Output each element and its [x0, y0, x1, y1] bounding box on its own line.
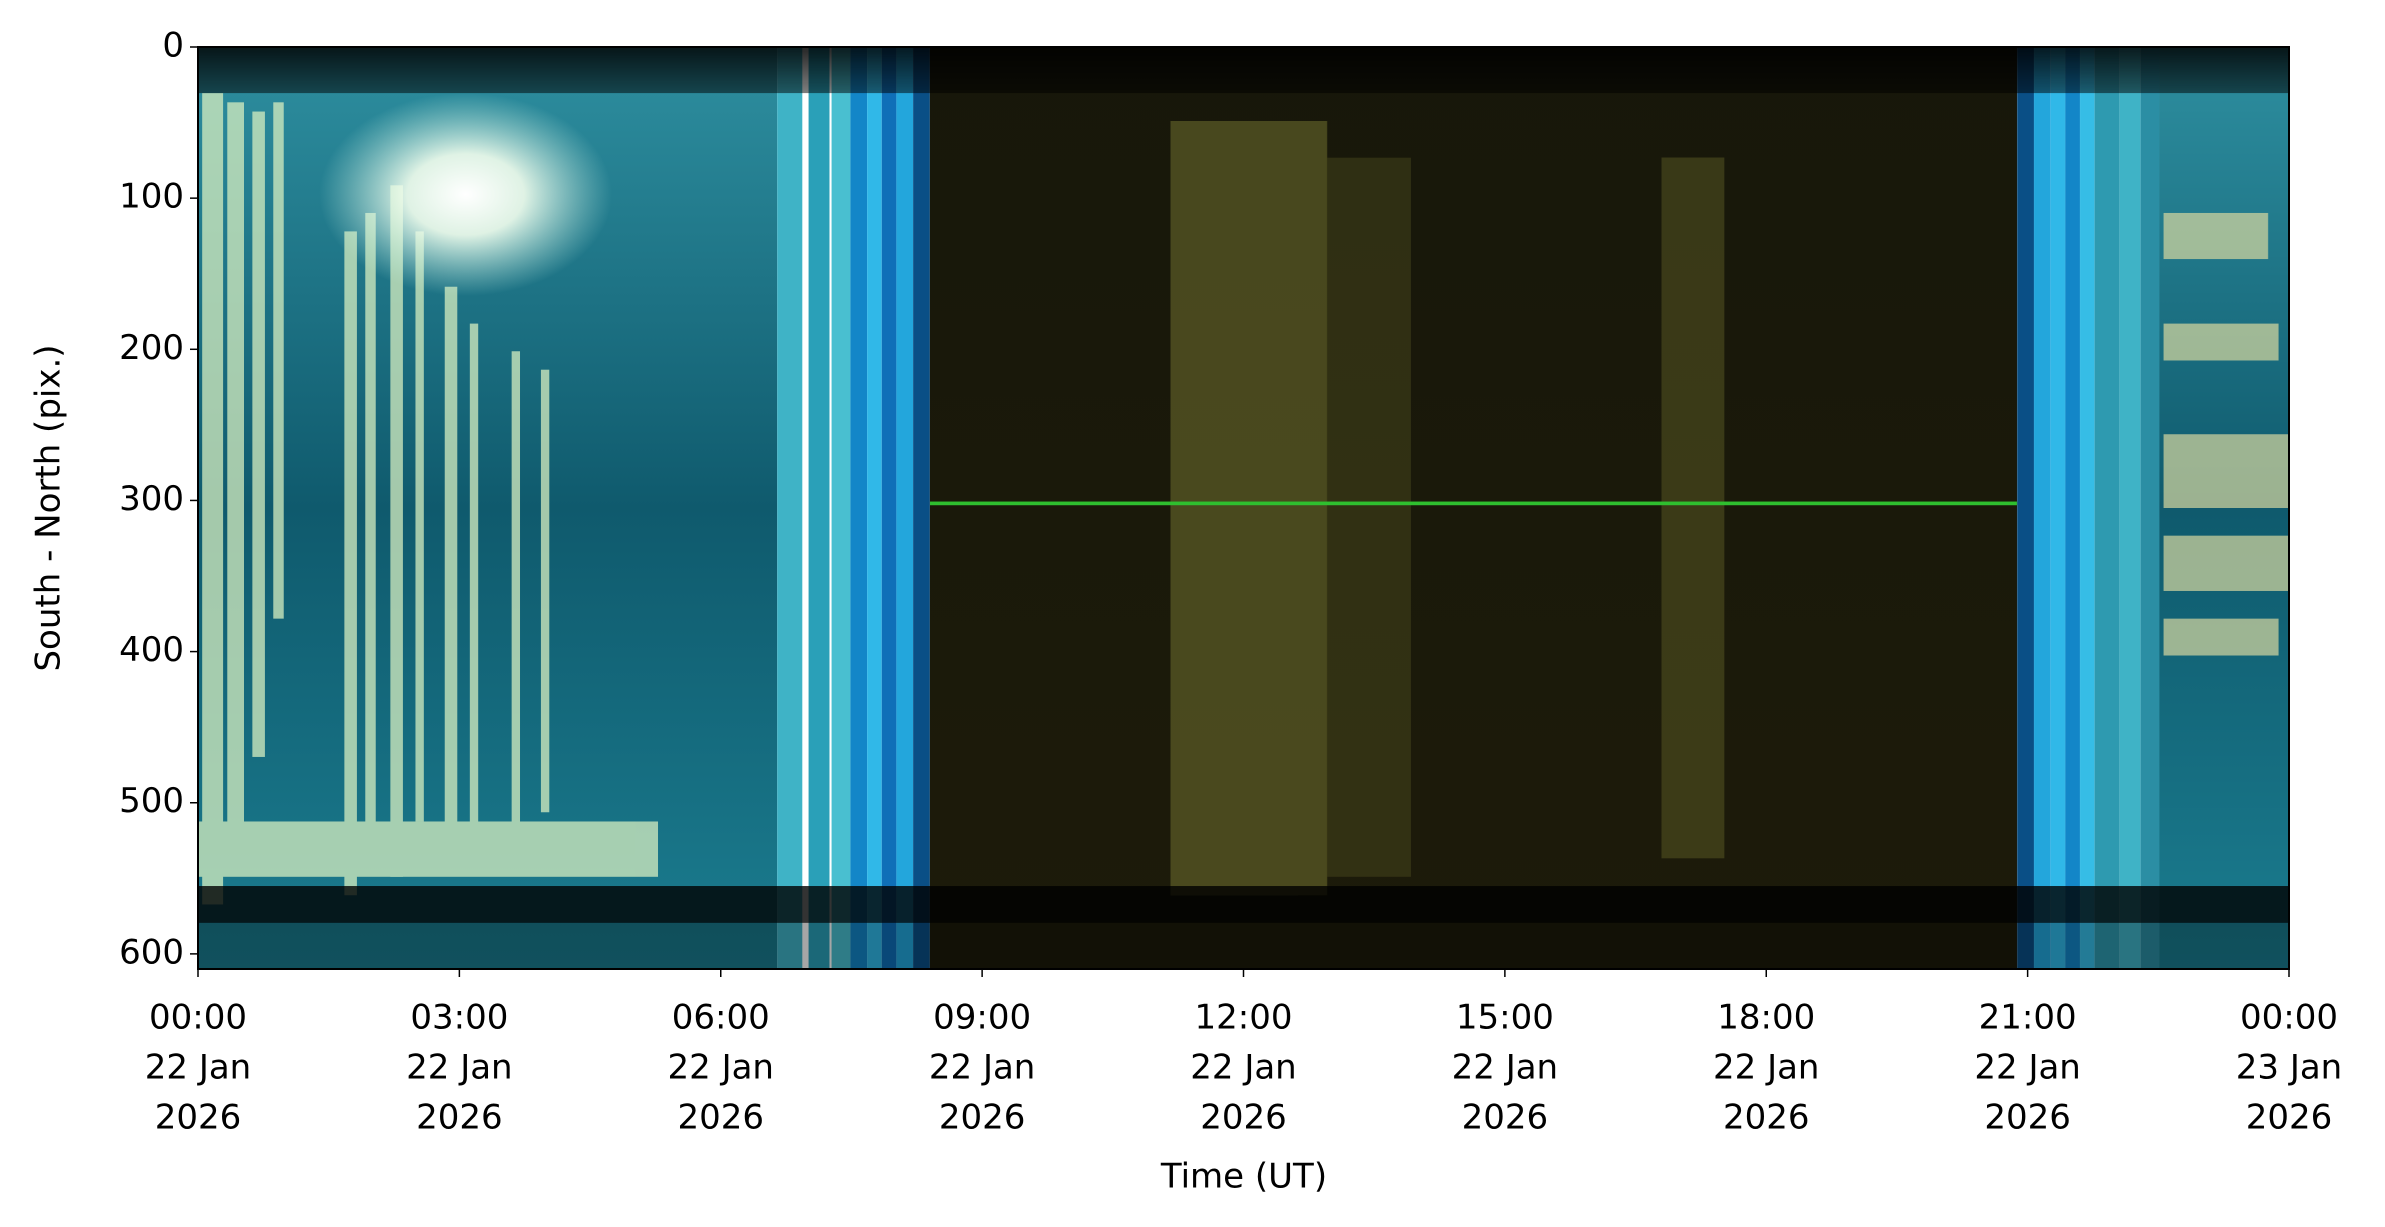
x-axis-label: Time (UT) [1160, 1157, 1327, 1197]
y-axis-label: South - North (pix.) [29, 344, 69, 671]
x-tick-label: 00:00 [2240, 998, 2338, 1038]
x-tick-label: 03:00 [410, 998, 508, 1038]
x-tick-label: 21:00 [1979, 998, 2077, 1038]
y-tick-label: 200 [119, 328, 184, 368]
x-tick-label: 22 Jan [145, 1048, 251, 1088]
x-tick-label: 06:00 [672, 998, 770, 1038]
x-tick-label: 09:00 [933, 998, 1031, 1038]
x-tick-label: 2026 [939, 1098, 1026, 1138]
x-tick-label: 12:00 [1195, 998, 1293, 1038]
y-tick-label: 300 [119, 479, 184, 519]
y-tick-label: 600 [119, 932, 184, 972]
x-tick-label: 22 Jan [406, 1048, 512, 1088]
x-tick-label: 22 Jan [1452, 1048, 1558, 1088]
x-tick-label: 22 Jan [1190, 1048, 1296, 1088]
x-tick-label: 00:00 [149, 998, 247, 1038]
x-tick-label: 2026 [1723, 1098, 1810, 1138]
x-tick-label: 15:00 [1456, 998, 1554, 1038]
x-tick-label: 18:00 [1717, 998, 1815, 1038]
y-tick-label: 0 [162, 26, 184, 66]
x-tick-label: 2026 [1462, 1098, 1549, 1138]
x-tick-label: 2026 [2246, 1098, 2333, 1138]
x-tick-label: 2026 [416, 1098, 503, 1138]
x-tick-label: 22 Jan [929, 1048, 1035, 1088]
x-tick-label: 22 Jan [1974, 1048, 2080, 1088]
x-tick-label: 2026 [1984, 1098, 2071, 1138]
y-tick-label: 100 [119, 177, 184, 217]
x-tick-label: 22 Jan [668, 1048, 774, 1088]
y-tick-label: 500 [119, 781, 184, 821]
x-tick-label: 22 Jan [1713, 1048, 1819, 1088]
y-tick-label: 400 [119, 630, 184, 670]
x-tick-label: 23 Jan [2236, 1048, 2342, 1088]
x-tick-label: 2026 [155, 1098, 242, 1138]
x-tick-label: 2026 [677, 1098, 764, 1138]
x-tick-label: 2026 [1200, 1098, 1287, 1138]
keogram-image [198, 47, 2289, 969]
